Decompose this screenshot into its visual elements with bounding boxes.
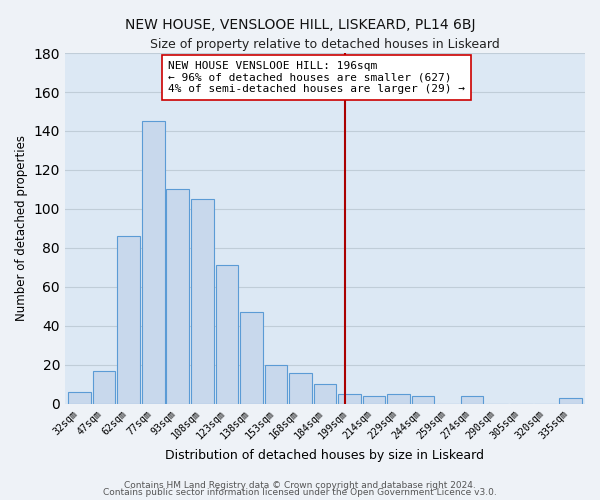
Bar xyxy=(118,236,140,404)
Bar xyxy=(68,392,91,404)
Bar xyxy=(289,372,312,404)
Text: Contains public sector information licensed under the Open Government Licence v3: Contains public sector information licen… xyxy=(103,488,497,497)
X-axis label: Distribution of detached houses by size in Liskeard: Distribution of detached houses by size … xyxy=(166,450,484,462)
Bar xyxy=(93,370,115,404)
Bar xyxy=(412,396,434,404)
Bar xyxy=(166,190,189,404)
Bar xyxy=(191,199,214,404)
Bar xyxy=(314,384,336,404)
Bar xyxy=(240,312,263,404)
Title: Size of property relative to detached houses in Liskeard: Size of property relative to detached ho… xyxy=(150,38,500,51)
Text: NEW HOUSE VENSLOOE HILL: 196sqm
← 96% of detached houses are smaller (627)
4% of: NEW HOUSE VENSLOOE HILL: 196sqm ← 96% of… xyxy=(168,61,465,94)
Text: Contains HM Land Registry data © Crown copyright and database right 2024.: Contains HM Land Registry data © Crown c… xyxy=(124,480,476,490)
Y-axis label: Number of detached properties: Number of detached properties xyxy=(15,136,28,322)
Bar xyxy=(559,398,581,404)
Bar xyxy=(387,394,410,404)
Bar xyxy=(461,396,484,404)
Bar xyxy=(142,122,164,404)
Bar xyxy=(338,394,361,404)
Text: NEW HOUSE, VENSLOOE HILL, LISKEARD, PL14 6BJ: NEW HOUSE, VENSLOOE HILL, LISKEARD, PL14… xyxy=(125,18,475,32)
Bar xyxy=(363,396,385,404)
Bar xyxy=(215,266,238,404)
Bar xyxy=(265,365,287,404)
